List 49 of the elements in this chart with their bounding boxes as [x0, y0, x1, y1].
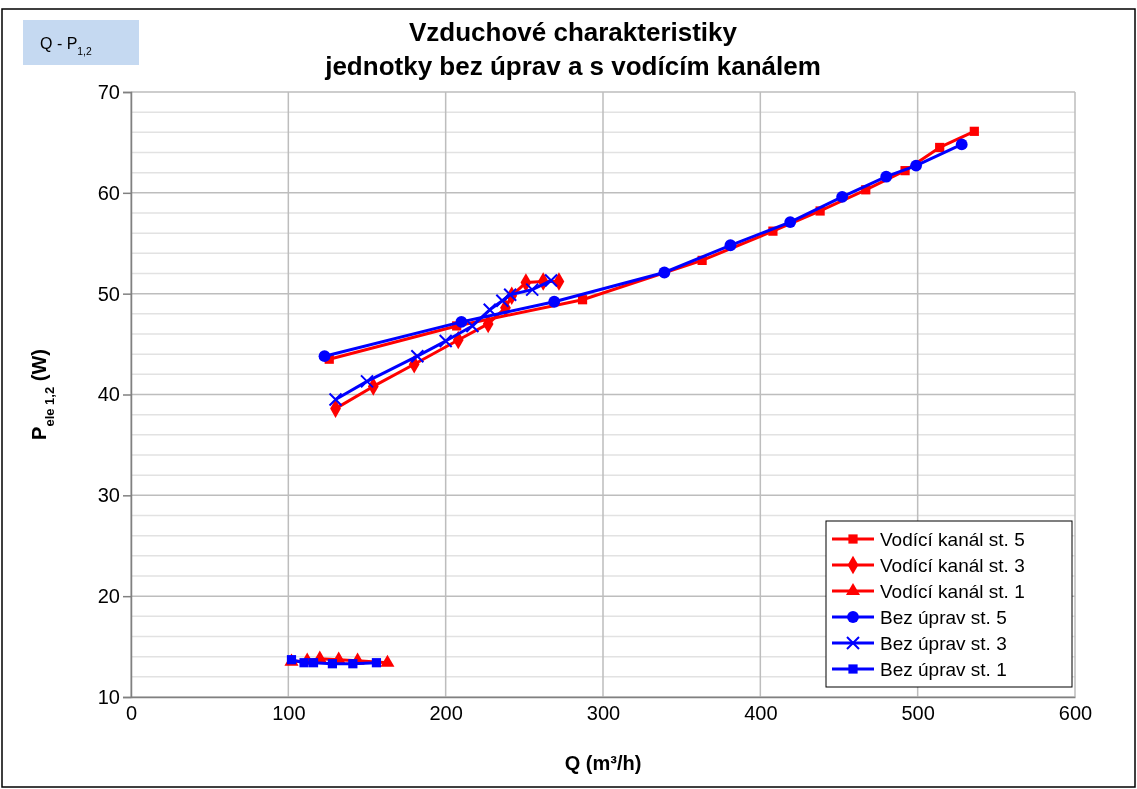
- x-tick-label: 100: [272, 702, 306, 725]
- point: [955, 138, 968, 151]
- legend-label: Vodící kanál st. 1: [880, 581, 1025, 602]
- point: [455, 315, 468, 328]
- point: [327, 659, 337, 669]
- x-tick-label: 400: [744, 702, 778, 725]
- point: [438, 334, 453, 349]
- y-tick-label: 50: [97, 282, 120, 305]
- x-tick-label: 600: [1058, 702, 1093, 725]
- x-axis-title: Q (m³/h): [564, 752, 642, 774]
- point: [544, 273, 559, 288]
- legend-label: Vodící kanál st. 5: [880, 529, 1025, 550]
- point: [360, 374, 374, 389]
- y-tick-label: 40: [97, 383, 120, 406]
- point: [465, 318, 480, 333]
- legend-label: Bez úprav st. 5: [880, 607, 1007, 628]
- point: [910, 159, 923, 172]
- y-tick-label: 10: [97, 685, 120, 708]
- y-tick-label: 20: [97, 585, 120, 608]
- point: [784, 216, 797, 228]
- point: [328, 392, 343, 407]
- y-tick-label: 60: [97, 181, 120, 204]
- legend-label: Bez úprav st. 1: [880, 659, 1007, 680]
- point: [410, 349, 425, 364]
- point: [318, 350, 331, 363]
- point: [299, 658, 309, 668]
- chart-title: Vzduchové charakteristiky jednotky bez úprav a s vodícím kanálem: [324, 17, 821, 81]
- x-tick-label: 0: [125, 702, 138, 725]
- point: [525, 282, 540, 297]
- text: Q - P$_{1,2}$: [40, 35, 93, 57]
- x-tick-label: 300: [586, 702, 621, 725]
- point: [482, 302, 497, 317]
- point: [969, 126, 979, 136]
- y-tick-label: 30: [97, 484, 120, 507]
- point: [658, 266, 671, 279]
- y-tick-label: 70: [97, 80, 120, 103]
- point: [836, 190, 849, 203]
- x-tick-label: 200: [429, 702, 463, 725]
- point: [495, 293, 510, 308]
- point: [548, 295, 561, 308]
- point: [880, 170, 893, 183]
- legend-label: Vodící kanál st. 3: [880, 555, 1025, 576]
- x-tick-label: 500: [901, 702, 935, 725]
- legend-label: Bez úprav st. 3: [880, 633, 1007, 654]
- point: [348, 659, 358, 669]
- point: [935, 142, 945, 153]
- point: [308, 658, 319, 668]
- point: [371, 658, 382, 668]
- point: [724, 239, 737, 252]
